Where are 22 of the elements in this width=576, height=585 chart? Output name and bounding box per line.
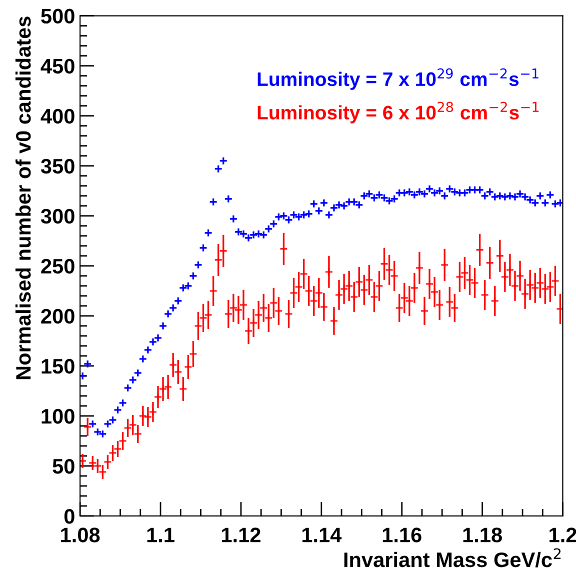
y-tick-label: 150 xyxy=(42,358,74,374)
y-tick-label: 100 xyxy=(42,408,74,424)
x-axis-title: Invariant Mass GeV/c$^{2}$ xyxy=(344,548,561,568)
x-tick-label: 1.12 xyxy=(222,528,260,542)
x-tick-label: 1.14 xyxy=(302,528,342,542)
y-tick-label: 50 xyxy=(52,458,74,474)
x-tick-label: 1.18 xyxy=(463,528,502,542)
y-tick-label: 400 xyxy=(40,108,74,124)
y-tick-label: 350 xyxy=(40,158,74,174)
y-tick-label: 300 xyxy=(40,208,74,224)
x-tick-label: 1.2 xyxy=(550,528,576,542)
y-tick-label: 200 xyxy=(41,308,74,324)
x-tick-label: 1.08 xyxy=(61,528,100,542)
y-tick-label: 250 xyxy=(41,258,74,274)
text: Luminosity = 7 x 10$^{29}$ cm$^{−2}$s$^{−1}$ xyxy=(258,68,538,90)
y-axis-title: Normalised number of v0 candidates xyxy=(15,16,31,380)
x-tick-label: 1.1 xyxy=(147,528,174,542)
y-tick-label: 0 xyxy=(64,508,74,524)
x-tick-label: 1.16 xyxy=(382,528,422,542)
y-tick-label: 500 xyxy=(41,8,74,24)
y-tick-label: 450 xyxy=(40,58,74,74)
text: Luminosity = 6 x 10$^{28}$ cm$^{−2}$s$^{−1}$ xyxy=(258,102,539,124)
